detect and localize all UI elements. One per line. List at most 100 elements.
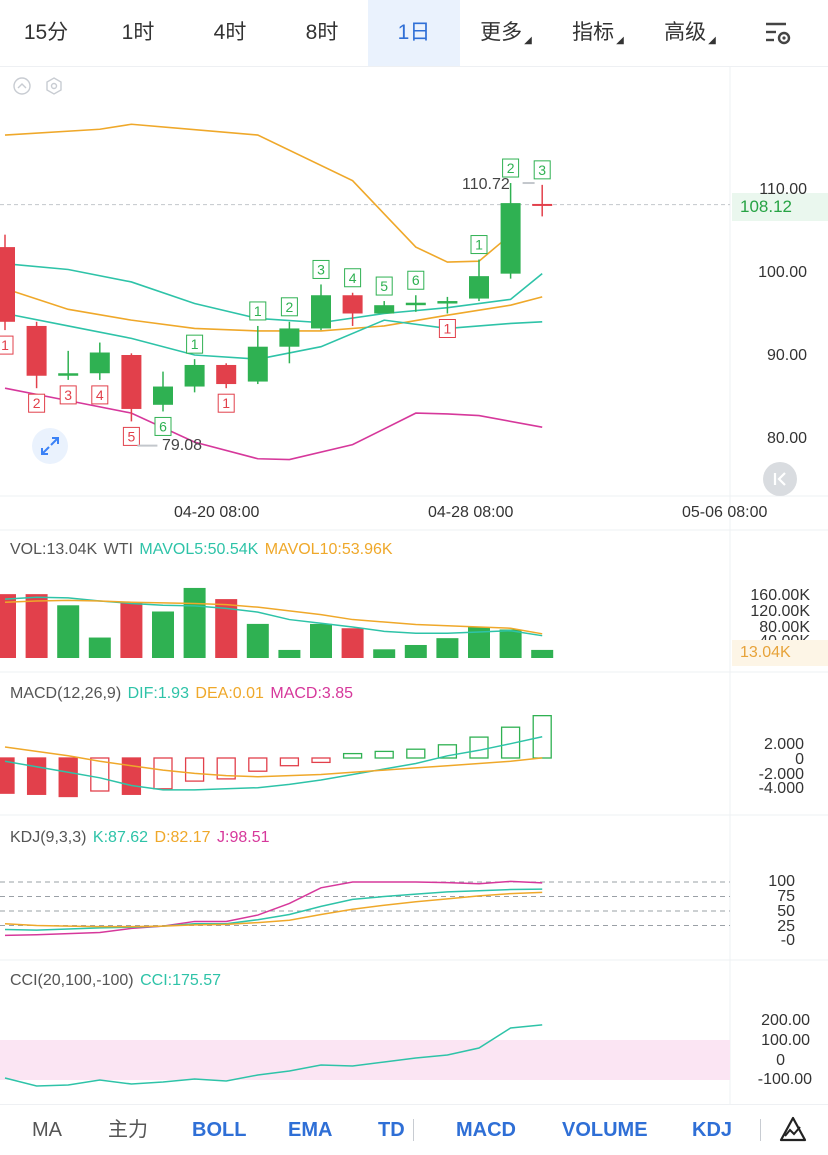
td-count-label: 2 (507, 160, 515, 176)
td-count-label: 5 (380, 278, 388, 294)
macd-histogram-bar (153, 757, 173, 790)
tab-more[interactable]: 更多 ◢ (480, 21, 532, 46)
td-count-box (344, 268, 362, 288)
td-count-box (249, 301, 267, 321)
kdj-axis-label: 100 (768, 873, 795, 890)
kdj-axis-label: 75 (777, 888, 795, 905)
indicator-td[interactable]: TD (378, 1119, 405, 1141)
cci-axis-label: 100.00 (761, 1032, 810, 1049)
indicator-kdj[interactable]: KDJ (692, 1119, 733, 1141)
timeframe-bar: 15分 1时 4时 8时 1日 更多 ◢ 指标 ◢ 高级 ◢ (0, 0, 828, 67)
macd-histogram-bar (121, 757, 142, 795)
td-count-box (470, 235, 488, 255)
td-count-box (280, 297, 298, 317)
cci-axis-label: -100.00 (757, 1071, 812, 1088)
fullscreen-button[interactable] (32, 428, 68, 464)
volume-axis-label: 160.00K (750, 587, 810, 604)
td-count-box (59, 385, 77, 405)
td-count-label: 4 (349, 270, 357, 286)
scroll-to-latest-button[interactable] (763, 462, 797, 496)
volume-bar (436, 638, 459, 658)
cci-axis-label: 0 (776, 1052, 785, 1069)
td-count-box (28, 393, 46, 413)
indicator-main-force[interactable]: 主力 (108, 1119, 148, 1141)
ma-line (4, 262, 543, 324)
td-count-box (312, 259, 330, 279)
kdj-axis-label: 25 (777, 918, 795, 935)
chart-settings-icon[interactable] (760, 16, 800, 50)
candle-body (153, 386, 173, 405)
td-count-box (438, 319, 456, 338)
tab-advanced[interactable]: 高级 ◢ (664, 21, 716, 46)
macd-histogram-bar (26, 757, 47, 795)
candle-body (311, 295, 331, 329)
drawing-tool-icon[interactable] (778, 1115, 808, 1150)
kdj-axis-label: 50 (777, 903, 795, 920)
candle-body (89, 352, 110, 374)
td-count-box (533, 160, 551, 180)
macd-histogram-bar (58, 757, 78, 798)
cci-legend: CCI(20,100,-100) CCI:175.57 (10, 972, 222, 989)
macd-histogram-bar (311, 757, 331, 764)
dif-line (4, 736, 543, 791)
candle-body (0, 247, 15, 322)
high-price-marker: 110.72 (462, 176, 510, 193)
candle-body (26, 325, 47, 376)
kdj-d-line (4, 891, 543, 928)
volume-bar (341, 628, 364, 658)
td-count-box (0, 335, 14, 355)
volume-axis-label: 120.00K (750, 603, 810, 620)
indicator-ema[interactable]: EMA (288, 1119, 333, 1141)
td-count-label: 6 (412, 272, 420, 288)
volume-bar (278, 649, 301, 658)
volume-bar (531, 649, 554, 658)
collapse-icon (13, 77, 31, 95)
volume-bar (88, 637, 111, 658)
boll-mid-line (4, 287, 543, 332)
indicator-bar: MA 主力 BOLL EMA TD MACD VOLUME KDJ (0, 1104, 828, 1155)
tab-indicators[interactable]: 指标 ◢ (572, 21, 624, 46)
chart-canvas[interactable]: 1 2 3 4 5 6 1 1 1 2 3 4 5 6 1 1 2 3 (0, 66, 828, 1104)
td-count-label: 3 (538, 162, 546, 178)
td-count-label: 5 (128, 428, 136, 444)
macd-axis-label: -4.000 (758, 780, 804, 797)
tab-1d[interactable]: 1日 (368, 0, 460, 66)
td-count-label: 1 (222, 395, 230, 411)
candle-body (437, 301, 458, 304)
macd-axis-label: 2.000 (763, 736, 804, 753)
macd-axis-label: -2.000 (758, 766, 804, 783)
volume-bar (0, 594, 16, 658)
indicator-macd[interactable]: MACD (456, 1119, 516, 1141)
macd-histogram-bar (90, 757, 110, 792)
td-count-label: 3 (64, 387, 72, 403)
dropdown-triangle-icon: ◢ (616, 35, 624, 46)
macd-histogram-bar (279, 757, 300, 767)
low-price-marker: 79.08 (162, 437, 203, 454)
mavol5-line (4, 596, 543, 637)
volume-bar (373, 649, 396, 658)
hexagon-icon (46, 77, 62, 95)
dropdown-triangle-icon: ◢ (708, 35, 716, 46)
indicator-volume[interactable]: VOLUME (562, 1119, 648, 1141)
tab-15m[interactable]: 15分 (23, 21, 69, 44)
macd-histogram-bar (374, 750, 394, 759)
volume-bar (152, 611, 174, 658)
tab-8h[interactable]: 8时 (305, 21, 339, 44)
tab-4h[interactable]: 4时 (213, 21, 247, 44)
macd-histogram-bar (342, 752, 363, 759)
indicator-ma[interactable]: MA (32, 1119, 62, 1141)
td-count-box (186, 334, 204, 354)
tab-1h[interactable]: 1时 (121, 21, 155, 44)
time-axis-label: 04-20 08:00 (174, 504, 260, 521)
volume-bar (120, 602, 143, 658)
candle-body (374, 305, 395, 314)
cci-band (0, 1040, 730, 1080)
price-axis-label: 100.00 (758, 264, 807, 281)
indicator-boll[interactable]: BOLL (192, 1119, 247, 1141)
volume-bar (215, 599, 238, 658)
macd-axis-label: 0 (795, 751, 804, 768)
kdj-k-line (4, 888, 543, 931)
current-price-badge: 108.12 (732, 193, 828, 221)
candle-body (121, 355, 142, 409)
td-count-label: 1 (475, 237, 483, 253)
